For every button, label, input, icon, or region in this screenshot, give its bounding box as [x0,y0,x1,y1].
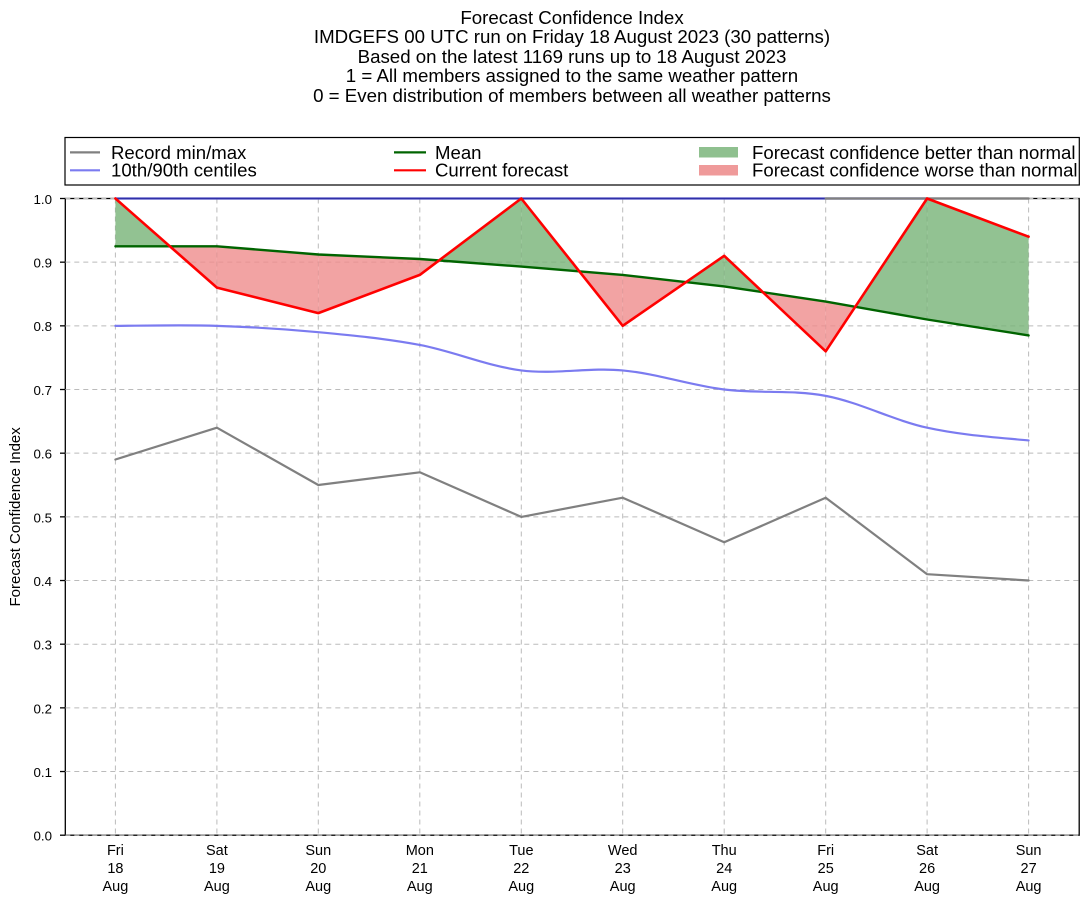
svg-text:Aug: Aug [813,879,839,895]
svg-text:Aug: Aug [711,879,737,895]
svg-text:Sat: Sat [916,843,938,859]
svg-text:20: 20 [310,861,326,877]
svg-text:0.7: 0.7 [34,383,53,398]
svg-text:Aug: Aug [305,879,331,895]
svg-text:Fri: Fri [107,843,124,859]
svg-text:0.3: 0.3 [34,638,53,653]
svg-text:Aug: Aug [1016,879,1042,895]
svg-text:1.0: 1.0 [34,192,53,207]
svg-text:18: 18 [107,861,123,877]
svg-text:Current forecast: Current forecast [435,160,569,181]
svg-text:Aug: Aug [407,879,433,895]
svg-text:Fri: Fri [817,843,834,859]
svg-text:0.6: 0.6 [34,447,53,462]
svg-text:19: 19 [209,861,225,877]
svg-text:Sat: Sat [206,843,228,859]
svg-text:0.4: 0.4 [34,574,53,589]
svg-text:0.1: 0.1 [34,765,53,780]
svg-text:Aug: Aug [102,879,128,895]
svg-text:25: 25 [818,861,834,877]
svg-text:Forecast Confidence Index: Forecast Confidence Index [7,427,24,607]
svg-text:Aug: Aug [914,879,940,895]
svg-text:Tue: Tue [509,843,533,859]
svg-text:Aug: Aug [610,879,636,895]
svg-text:22: 22 [513,861,529,877]
svg-text:Aug: Aug [204,879,230,895]
svg-text:0.8: 0.8 [34,319,53,334]
svg-text:Thu: Thu [712,843,737,859]
svg-text:23: 23 [615,861,631,877]
svg-text:24: 24 [716,861,732,877]
svg-text:21: 21 [412,861,428,877]
svg-text:10th/90th centiles: 10th/90th centiles [111,160,257,181]
svg-text:Aug: Aug [508,879,534,895]
svg-text:Sun: Sun [305,843,331,859]
svg-text:0.9: 0.9 [34,256,53,271]
svg-text:Sun: Sun [1016,843,1042,859]
svg-text:Mon: Mon [406,843,434,859]
svg-text:Forecast confidence worse than: Forecast confidence worse than normal [752,160,1078,181]
svg-text:0.5: 0.5 [34,510,53,525]
svg-text:27: 27 [1021,861,1037,877]
svg-text:0.2: 0.2 [34,701,53,716]
svg-text:Wed: Wed [608,843,638,859]
svg-text:0.0: 0.0 [34,829,53,844]
svg-text:26: 26 [919,861,935,877]
